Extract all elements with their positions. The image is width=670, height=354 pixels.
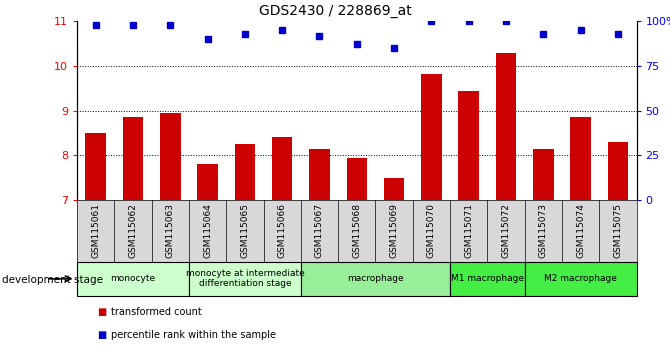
Bar	[533, 149, 553, 200]
Text: GSM115071: GSM115071	[464, 204, 473, 258]
FancyBboxPatch shape	[301, 262, 450, 296]
Text: GSM115061: GSM115061	[91, 204, 100, 258]
Text: GSM115069: GSM115069	[389, 204, 399, 258]
Text: GSM115067: GSM115067	[315, 204, 324, 258]
Text: percentile rank within the sample: percentile rank within the sample	[111, 330, 275, 339]
Bar	[86, 133, 106, 200]
FancyBboxPatch shape	[450, 262, 525, 296]
Text: GSM115074: GSM115074	[576, 204, 585, 258]
Bar	[458, 91, 479, 200]
Bar	[272, 137, 292, 200]
Text: M1 macrophage: M1 macrophage	[451, 274, 524, 283]
Bar	[234, 144, 255, 200]
Bar	[160, 113, 180, 200]
FancyBboxPatch shape	[77, 262, 189, 296]
FancyBboxPatch shape	[525, 262, 636, 296]
Text: monocyte at intermediate
differentiation stage: monocyte at intermediate differentiation…	[186, 269, 304, 289]
Text: GSM115068: GSM115068	[352, 204, 361, 258]
Text: GSM115075: GSM115075	[613, 204, 622, 258]
Text: GSM115073: GSM115073	[539, 204, 548, 258]
FancyBboxPatch shape	[189, 262, 301, 296]
Bar	[608, 142, 628, 200]
Text: transformed count: transformed count	[111, 307, 201, 316]
Text: ■: ■	[97, 330, 107, 339]
Text: M2 macrophage: M2 macrophage	[544, 274, 617, 283]
Bar	[123, 117, 143, 200]
Text: GSM115062: GSM115062	[129, 204, 137, 258]
Text: ■: ■	[97, 307, 107, 316]
Text: monocyte: monocyte	[111, 274, 155, 283]
Bar	[421, 74, 442, 200]
Text: GSM115070: GSM115070	[427, 204, 436, 258]
Text: GSM115066: GSM115066	[277, 204, 287, 258]
Text: GSM115072: GSM115072	[501, 204, 511, 258]
Bar	[496, 53, 516, 200]
Bar	[346, 158, 367, 200]
Text: development stage: development stage	[2, 275, 103, 285]
Text: GDS2430 / 228869_at: GDS2430 / 228869_at	[259, 4, 411, 18]
Text: macrophage: macrophage	[347, 274, 404, 283]
Bar	[570, 117, 591, 200]
Bar	[310, 149, 330, 200]
Bar	[198, 164, 218, 200]
Text: GSM115063: GSM115063	[165, 204, 175, 258]
Bar	[384, 178, 404, 200]
Text: GSM115064: GSM115064	[203, 204, 212, 258]
Text: GSM115065: GSM115065	[241, 204, 249, 258]
